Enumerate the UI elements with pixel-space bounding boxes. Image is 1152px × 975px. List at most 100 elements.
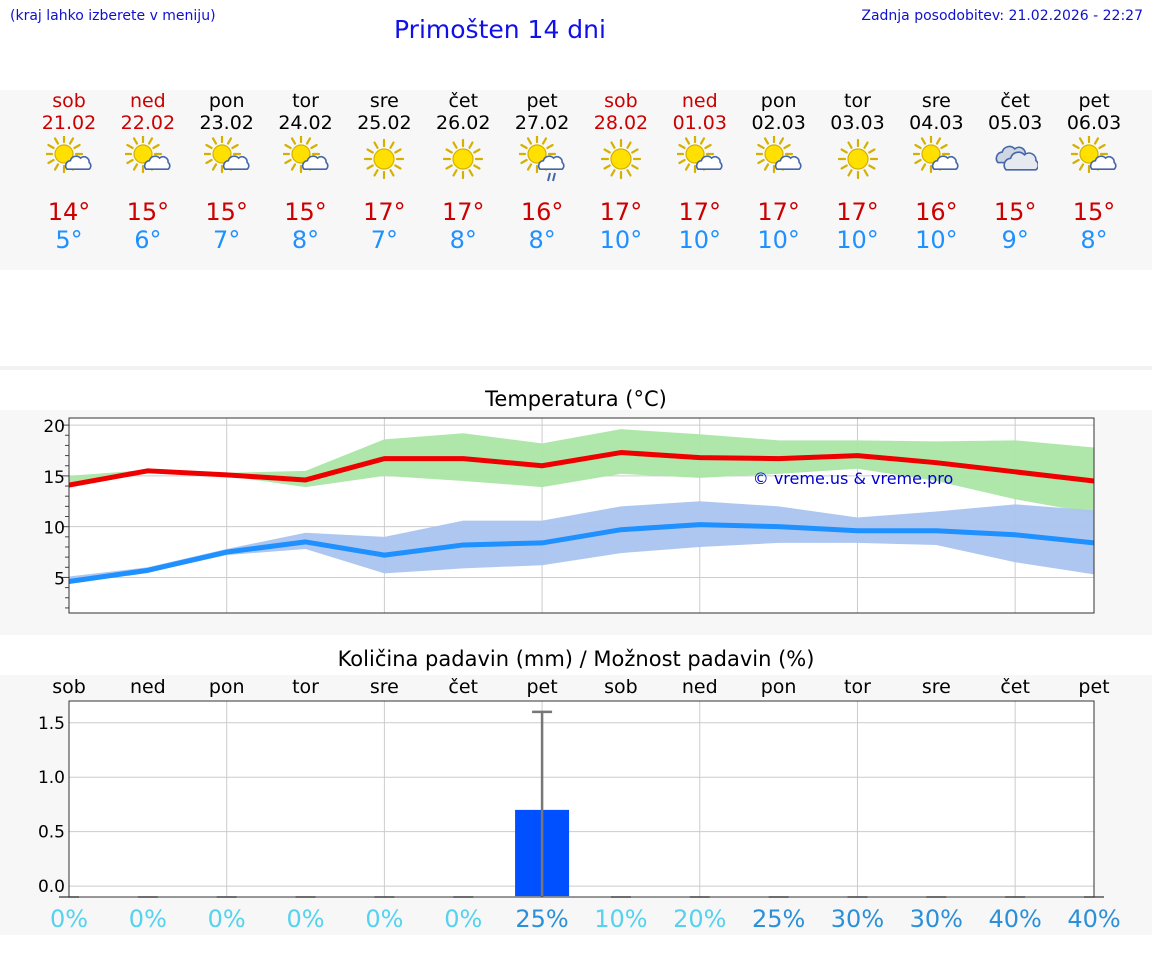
max-temperature: 17° [757,198,800,226]
sun-icon [835,136,881,182]
precipitation-probability: 20% [673,905,726,933]
day-date: 03.03 [830,112,885,134]
sun-cloud-icon [754,134,802,182]
sun-cloud-icon [1069,134,1117,182]
min-temperature: 8° [291,226,320,254]
min-temperature: 10° [757,226,800,254]
max-temperature: 17° [836,198,879,226]
temperature-chart-title: Temperatura (°C) [485,387,667,411]
day-date: 21.02 [41,112,97,134]
day-date: 06.03 [1066,112,1122,134]
day-date: 23.02 [199,112,254,134]
y-tick-label: 1.0 [38,768,65,788]
max-temperature: 16° [915,198,958,226]
precipitation-probability: 0% [365,905,403,933]
day-label: čet [448,676,478,698]
max-temperature: 17° [599,198,643,226]
min-temperature: 8° [528,226,556,254]
max-temperature-range [69,429,1094,514]
sun-icon [440,136,486,182]
day-name: ned [129,90,166,112]
precipitation-probability: 40% [988,905,1041,933]
last-update: Zadnja posodobitev: 21.02.2026 - 22:27 [861,8,1143,24]
max-temperature: 17° [441,198,485,226]
max-temperature: 16° [520,198,564,226]
max-temperature: 15° [284,198,327,226]
watermark: © vreme.us & vreme.pro [753,469,954,488]
min-temperature-range [69,501,1094,584]
day-label: sob [52,676,86,698]
day-date: 28.02 [593,112,649,134]
separator [0,366,1152,370]
cloud-icon [992,136,1040,182]
day-label: ned [682,676,718,698]
min-temperature: 6° [134,226,162,254]
temperature-chart: © vreme.us & vreme.pro 5 10 15 20 [43,417,1095,614]
day-name: čet [1000,90,1030,112]
day-date: 01.03 [672,112,727,134]
sun-cloud-icon [123,134,171,182]
day-label: ned [130,676,166,698]
day-name: tor [292,90,319,112]
sun-cloud-icon [912,134,959,182]
max-temperature: 15° [126,198,170,226]
day-label: čet [1000,676,1030,698]
max-temperature: 17° [363,198,406,226]
precipitation-probability: 0% [50,905,88,933]
min-temperature: 10° [836,226,879,254]
y-tick-label: 0.5 [38,823,65,843]
day-name: sre [369,90,399,112]
day-date: 27.02 [514,112,570,134]
day-label: tor [292,676,319,698]
precipitation-probability: 25% [752,905,805,933]
min-temperature: 8° [1080,226,1108,254]
day-label: tor [844,676,871,698]
day-date: 25.02 [357,112,412,134]
sun-cloud-icon [44,134,92,182]
min-temperature: 5° [55,226,83,254]
day-date: 04.03 [909,112,964,134]
sun-cloud-icon [202,134,250,182]
y-tick-label: 0.0 [38,877,65,897]
precipitation-probability: 25% [515,905,568,933]
sun-cloud-icon [675,134,723,182]
precipitation-probability: 0% [444,905,482,933]
max-temperature: 14° [47,198,91,226]
plot-frame [68,417,1095,614]
location-hint: (kraj lahko izberete v meniju) [10,8,216,24]
min-temperature: 10° [599,226,643,254]
precipitation-probability: 30% [910,905,963,933]
day-label: sre [922,676,951,698]
day-name: sre [921,90,951,112]
precipitation-probability: 0% [286,905,324,933]
day-label: pet [526,676,557,698]
day-date: 26.02 [436,112,491,134]
max-temperature: 15° [993,198,1037,226]
daily-forecast-band: sob 21.02 14° 5° ned 22.02 15° 6° pon 23.02 15° 7° t… [0,90,1152,270]
day-label: pet [1078,676,1109,698]
day-date: 02.03 [751,112,806,134]
min-temperature: 10° [915,226,958,254]
min-temperature: 7° [370,226,399,254]
sun-cloud-icon [281,134,329,182]
day-name: sob [52,90,86,112]
day-date: 05.03 [987,112,1043,134]
precipitation-probability: 40% [1067,905,1120,933]
day-date: 24.02 [278,112,333,134]
precipitation-probability: 30% [831,905,884,933]
plot-frame [68,700,1095,898]
min-temperature: 8° [449,226,477,254]
y-tick-label: 20 [43,417,65,437]
min-temperature: 10° [678,226,722,254]
min-temperature-line [68,522,1095,584]
day-name: pon [208,90,245,112]
precipitation-probability: 0% [208,905,246,933]
y-tick-label: 10 [43,519,65,539]
max-temperature: 17° [678,198,722,226]
min-temperature: 7° [213,226,241,254]
day-name: sob [604,90,638,112]
day-name: pet [526,90,558,112]
max-temperature-line [68,450,1095,488]
y-tick-label: 1.5 [38,714,65,734]
max-temperature: 15° [205,198,248,226]
